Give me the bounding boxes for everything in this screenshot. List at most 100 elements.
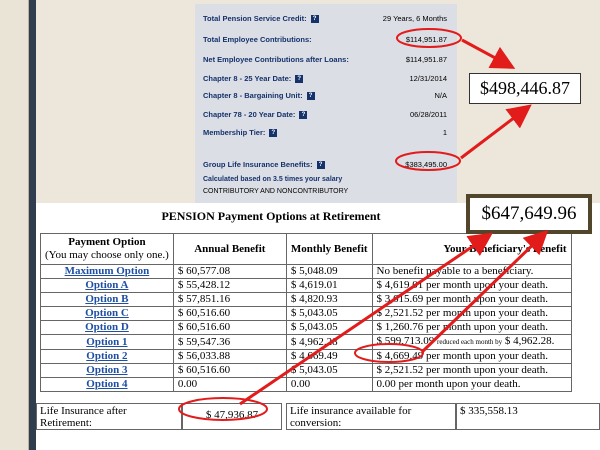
pension-options-title: PENSION Payment Options at Retirement (161, 209, 381, 223)
beneficiary-benefit-cell: $ 4,669.49 per month upon your death. (371, 349, 572, 364)
chapter8-bargaining-value: N/A (434, 91, 447, 100)
chapter78-20yr-value: 06/28/2011 (410, 110, 447, 119)
monthly-benefit-cell: $ 4,669.49 (285, 349, 373, 364)
header-option-label: Payment Option (68, 236, 146, 248)
service-credit-label: Total Pension Service Credit:? (203, 14, 319, 24)
pension-options-section: PENSION Payment Options at Retirement Pa… (36, 203, 600, 450)
pension-options-table: Payment Option (You may choose only one.… (40, 233, 572, 392)
table-row: Option 1 $ 59,547.36 $ 4,962.28 $ 599,713.0… (40, 334, 572, 350)
life-insurance-value: $ 47,936.87 (182, 403, 282, 430)
left-margin (0, 0, 29, 450)
table-row: Option 3 $ 60,516.60 $ 5,043.05 $ 2,521.52 … (40, 363, 572, 378)
net-contributions-label: Net Employee Contributions after Loans: (203, 55, 349, 64)
option-link[interactable]: Maximum Option (40, 264, 174, 279)
header-monthly: Monthly Benefit (285, 233, 373, 265)
monthly-benefit-cell: $ 4,820.93 (285, 292, 373, 307)
table-row: Option C $ 60,516.60 $ 5,043.05 $ 2,521.52 … (40, 306, 572, 321)
membership-tier-value: 1 (442, 128, 447, 137)
chapter8-25yr-label: Chapter 8 - 25 Year Date:? (203, 74, 304, 84)
help-icon[interactable]: ? (299, 111, 308, 120)
table-header-row: Payment Option (You may choose only one.… (40, 233, 572, 265)
employee-contributions-label: Total Employee Contributions: (203, 35, 312, 44)
monthly-benefit-cell: $ 5,048.09 (285, 264, 373, 279)
annual-benefit-cell: 0.00 (172, 377, 287, 392)
beneficiary-benefit-cell: $ 2,521.52 per month upon your death. (371, 306, 572, 321)
monthly-benefit-cell: $ 5,043.05 (285, 363, 373, 378)
conversion-value: $ 335,558.13 (456, 403, 600, 430)
header-annual: Annual Benefit (172, 233, 287, 265)
option-link[interactable]: Option 3 (40, 363, 174, 378)
benefit-note: reduced each month by (437, 338, 503, 346)
annual-benefit-cell: $ 59,547.36 (172, 334, 287, 350)
left-dark-bar (29, 0, 36, 450)
annual-benefit-cell: $ 60,516.60 (172, 320, 287, 335)
table-row: Option 4 0.00 0.00 0.00 per month upon your… (40, 377, 572, 392)
row-membership-tier: Membership Tier:? 1 (203, 128, 451, 140)
option-link[interactable]: Option A (40, 278, 174, 293)
benefit-tail: $ 4,962.28. (504, 335, 555, 347)
row-chapter78-20yr: Chapter 78 - 20 Year Date:? 06/28/2011 (203, 110, 451, 122)
annual-benefit-cell: $ 55,428.12 (172, 278, 287, 293)
option-link[interactable]: Option C (40, 306, 174, 321)
table-row: Option A $ 55,428.12 $ 4,619.01 $ 4,619.01 … (40, 278, 572, 293)
benefit-amount: $ 599,713.09 (376, 335, 435, 347)
option-link[interactable]: Option B (40, 292, 174, 307)
help-icon[interactable]: ? (269, 129, 278, 138)
beneficiary-benefit-cell: 0.00 per month upon your death. (371, 377, 572, 392)
callout-total-bottom: $647,649.96 (466, 194, 592, 234)
option-link[interactable]: Option 1 (40, 334, 174, 350)
row-group-life: Group Life Insurance Benefits:? $383,495… (203, 160, 451, 172)
calculation-note: Calculated based on 3.5 times your salar… (203, 176, 343, 183)
monthly-benefit-cell: $ 4,619.01 (285, 278, 373, 293)
membership-tier-label: Membership Tier:? (203, 128, 278, 138)
life-insurance-row: Life Insurance after Retirement: $ 47,93… (36, 403, 600, 430)
annual-benefit-cell: $ 60,516.60 (172, 306, 287, 321)
table-row: Option 2 $ 56,033.88 $ 4,669.49 $ 4,669.49 … (40, 349, 572, 364)
help-icon[interactable]: ? (295, 75, 304, 84)
help-icon[interactable]: ? (310, 15, 319, 24)
contribution-type: CONTRIBUTORY AND NONCONTRIBUTORY (203, 188, 349, 195)
annual-benefit-cell: $ 60,516.60 (172, 363, 287, 378)
conversion-label: Life insurance available for conversion: (286, 403, 456, 430)
chapter8-25yr-value: 12/31/2014 (409, 74, 447, 83)
beneficiary-benefit-cell: $ 1,260.76 per month upon your death. (371, 320, 572, 335)
net-contributions-value: $114,951.87 (405, 55, 447, 64)
option-link[interactable]: Option 2 (40, 349, 174, 364)
row-net-contributions: Net Employee Contributions after Loans: … (203, 55, 451, 67)
option-link[interactable]: Option 4 (40, 377, 174, 392)
table-row: Option D $ 60,516.60 $ 5,043.05 $ 1,260.76 … (40, 320, 572, 335)
group-life-value: $383,495.00 (405, 160, 447, 169)
chapter8-bargaining-label: Chapter 8 - Bargaining Unit:? (203, 91, 315, 101)
header-option-sub: (You may choose only one.) (45, 249, 169, 261)
life-insurance-label: Life Insurance after Retirement: (36, 403, 182, 430)
callout-total-top: $498,446.87 (469, 73, 581, 104)
monthly-benefit-cell: $ 4,962.28 (285, 334, 373, 350)
table-row: Maximum Option $ 60,577.08 $ 5,048.09 No be… (40, 264, 572, 279)
monthly-benefit-cell: 0.00 (285, 377, 373, 392)
option-link[interactable]: Option D (40, 320, 174, 335)
row-employee-contributions: Total Employee Contributions: $114,951.8… (203, 35, 451, 47)
row-chapter8-bargaining: Chapter 8 - Bargaining Unit:? N/A (203, 91, 451, 103)
annual-benefit-cell: $ 56,033.88 (172, 349, 287, 364)
beneficiary-benefit-cell: No benefit payable to a beneficiary. (371, 264, 572, 279)
row-chapter8-25yr: Chapter 8 - 25 Year Date:? 12/31/2014 (203, 74, 451, 86)
header-payment-option: Payment Option (You may choose only one.… (40, 233, 174, 265)
beneficiary-benefit-cell: $ 2,521.52 per month upon your death. (371, 363, 572, 378)
chapter78-20yr-label: Chapter 78 - 20 Year Date:? (203, 110, 308, 120)
monthly-benefit-cell: $ 5,043.05 (285, 306, 373, 321)
beneficiary-benefit-cell: $ 599,713.09 reduced each month by $ 4,9… (371, 334, 572, 350)
employee-contributions-value: $114,951.87 (405, 35, 447, 44)
help-icon[interactable]: ? (316, 161, 325, 170)
annual-benefit-cell: $ 57,851.16 (172, 292, 287, 307)
annual-benefit-cell: $ 60,577.08 (172, 264, 287, 279)
beneficiary-benefit-cell: $ 4,619.01 per month upon your death. (371, 278, 572, 293)
service-credit-value: 29 Years, 6 Months (382, 14, 447, 23)
help-icon[interactable]: ? (306, 92, 315, 101)
beneficiary-benefit-cell: $ 3,615.69 per month upon your death. (371, 292, 572, 307)
table-row: Option B $ 57,851.16 $ 4,820.93 $ 3,615.69 … (40, 292, 572, 307)
account-summary-panel: Total Pension Service Credit:? 29 Years,… (195, 4, 457, 203)
group-life-label: Group Life Insurance Benefits:? (203, 160, 325, 170)
header-beneficiary: Your Beneficiary's Benefit (371, 233, 572, 265)
monthly-benefit-cell: $ 5,043.05 (285, 320, 373, 335)
row-service-credit: Total Pension Service Credit:? 29 Years,… (203, 14, 451, 26)
